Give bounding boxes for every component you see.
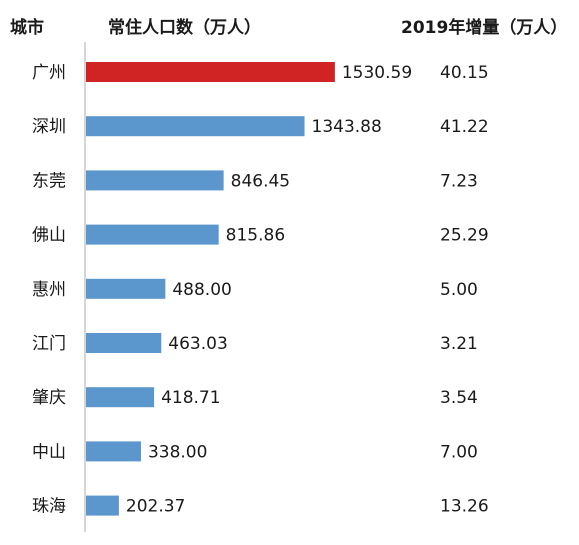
data-label: 815.86 [226, 226, 285, 246]
category-label: 东莞 [32, 171, 66, 191]
data-label: 488.00 [172, 280, 231, 300]
header-city: 城市 [10, 17, 44, 38]
data-label: 1343.88 [312, 117, 382, 137]
chart-row: 江门 463.03 3.21 [32, 333, 478, 354]
category-label: 中山 [32, 442, 66, 462]
increase-label: 40.15 [440, 63, 489, 83]
increase-label: 7.23 [440, 171, 478, 191]
bar [86, 116, 305, 137]
increase-label: 13.26 [440, 497, 489, 517]
data-label: 338.00 [148, 442, 207, 462]
chart-row: 惠州 488.00 5.00 [32, 278, 478, 300]
bar [86, 62, 335, 82]
chart-row: 肇庆 418.71 3.54 [32, 387, 478, 408]
data-label: 418.71 [161, 388, 220, 408]
data-label: 1530.59 [342, 63, 412, 83]
increase-label: 3.54 [440, 388, 478, 408]
chart-row: 东莞 846.45 7.23 [32, 170, 478, 191]
chart-rows: 广州 1530.59 40.15 深圳 1343.88 41.22 东莞 846.45 7.23… [32, 62, 489, 517]
increase-label: 41.22 [440, 117, 489, 137]
data-label: 463.03 [168, 334, 227, 354]
category-label: 江门 [32, 334, 66, 354]
bar [86, 495, 119, 516]
data-label: 202.37 [126, 497, 185, 517]
chart-row: 珠海 202.37 13.26 [32, 495, 489, 517]
category-label: 肇庆 [32, 388, 66, 408]
increase-label: 3.21 [440, 334, 478, 354]
chart-row: 深圳 1343.88 41.22 [32, 116, 489, 137]
increase-label: 25.29 [440, 226, 489, 246]
category-label: 深圳 [32, 117, 66, 137]
bar [86, 441, 141, 462]
bar [86, 278, 166, 299]
category-label: 珠海 [32, 497, 66, 517]
chart-row: 佛山 815.86 25.29 [32, 224, 489, 246]
bar [86, 387, 155, 408]
increase-label: 7.00 [440, 442, 478, 462]
bar [86, 170, 224, 191]
category-label: 佛山 [32, 226, 66, 246]
chart-row: 中山 338.00 7.00 [32, 441, 478, 462]
bar [86, 333, 162, 353]
header-increase: 2019年增量（万人） [401, 17, 567, 38]
increase-label: 5.00 [440, 280, 478, 300]
category-label: 广州 [32, 63, 66, 83]
header-population: 常住人口数（万人） [108, 17, 261, 38]
category-label: 惠州 [32, 280, 66, 300]
data-label: 846.45 [231, 171, 290, 191]
chart-row: 广州 1530.59 40.15 [32, 62, 489, 83]
bar [86, 224, 219, 245]
